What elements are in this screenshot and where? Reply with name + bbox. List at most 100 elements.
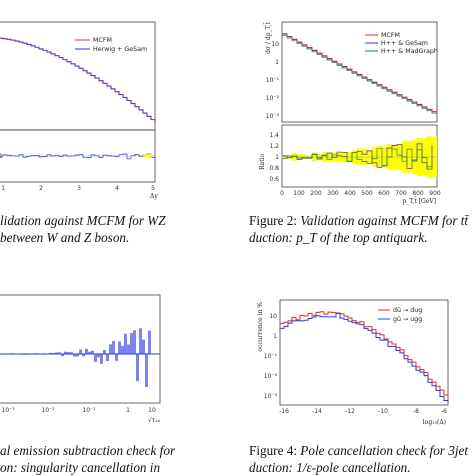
histogram-bin bbox=[133, 330, 136, 354]
x-tick: 10⁻³ bbox=[1, 407, 15, 414]
x-tick: -10 bbox=[378, 408, 388, 415]
legend-madgraph: H++ & MadGraph bbox=[381, 48, 438, 55]
caption-label: Figure 2: bbox=[249, 213, 300, 228]
x-tick: 400 bbox=[344, 190, 356, 197]
x-tick: 100 bbox=[293, 190, 305, 197]
x-axis-label: log₁₀(Δ) bbox=[423, 419, 446, 426]
ratio-tick: 1 bbox=[275, 154, 279, 161]
histogram-bin bbox=[124, 334, 127, 354]
histogram-bin bbox=[118, 342, 121, 354]
caption-line: lidation against MCFM for WZ bbox=[0, 213, 166, 228]
x-tick: 700 bbox=[395, 190, 407, 197]
histogram-bin bbox=[121, 346, 124, 354]
legend: MCFM H++ & GeSam H++ & MadGraph bbox=[365, 32, 438, 55]
ratio-tick: 1.2 bbox=[269, 143, 279, 150]
x-tick: 500 bbox=[361, 190, 373, 197]
y-axis-label: dσ / dp_T,t̄ bbox=[265, 21, 272, 53]
y-tick: 10⁻³ bbox=[264, 393, 278, 400]
caption-line: between W and Z boson. bbox=[0, 230, 129, 245]
x-axis-label: p_T,t̄ [GeV] bbox=[402, 198, 436, 205]
figure-1-plot: MCFM Herwig + GeSam 1 1 2 3 4 5 Δy bbox=[0, 0, 170, 200]
figure-2-caption: Figure 2: Validation against MCFM for tt… bbox=[249, 212, 468, 246]
y-tick: 10 bbox=[269, 313, 277, 320]
x-axis-ticks: 10⁻³ 10⁻² 10⁻¹ 1 10 bbox=[1, 407, 156, 414]
histogram-bin bbox=[103, 350, 106, 354]
histogram-bin bbox=[79, 349, 82, 354]
legend: MCFM Herwig + GeSam bbox=[75, 37, 147, 53]
caption-line: Validation against MCFM for tt̄ bbox=[300, 213, 468, 228]
x-tick: 1 bbox=[1, 185, 5, 192]
caption-line: duction: 1/ε-pole cancellation. bbox=[249, 460, 411, 475]
x-tick: 3 bbox=[77, 185, 81, 192]
figure-1-caption: lidation against MCFM for WZ between W a… bbox=[0, 212, 166, 246]
figure-3-caption: al emission subtraction check for on: si… bbox=[0, 442, 175, 476]
legend-mcfm: MCFM bbox=[93, 37, 112, 44]
ratio-y-ticks: 1.4 1.2 1 0.8 0.6 bbox=[269, 132, 279, 183]
y-tick: 1 bbox=[273, 333, 277, 340]
y-tick: 10⁻¹ bbox=[266, 77, 280, 84]
figure-3-plot: 10⁻³ 10⁻² 10⁻¹ 1 10 √τ₁₄ bbox=[0, 290, 170, 430]
main-frame bbox=[0, 22, 155, 130]
x-tick: 10⁻² bbox=[41, 407, 55, 414]
figure-4-caption: Figure 4: Pole cancellation check for 3j… bbox=[249, 442, 468, 476]
histogram-bin bbox=[145, 354, 148, 387]
figure-3-svg: 10⁻³ 10⁻² 10⁻¹ 1 10 √τ₁₄ bbox=[0, 290, 170, 430]
x-axis-ticks: -16 -14 -12 -10 -8 -6 bbox=[279, 408, 447, 415]
histogram-bin bbox=[94, 354, 97, 362]
histogram-bin bbox=[91, 351, 94, 354]
figure-1-svg: MCFM Herwig + GeSam 1 1 2 3 4 5 Δy bbox=[0, 0, 170, 200]
histogram-bin bbox=[100, 354, 103, 364]
histogram-bin bbox=[109, 344, 112, 354]
y-tick: 10 bbox=[271, 41, 279, 48]
histogram-bin bbox=[130, 333, 133, 354]
histogram-bin bbox=[148, 331, 151, 354]
legend-herwig: Herwig + GeSam bbox=[93, 46, 147, 53]
legend-gu: gū → ugg bbox=[393, 316, 422, 323]
x-tick: -8 bbox=[413, 408, 419, 415]
legend-mcfm: MCFM bbox=[381, 32, 400, 39]
x-tick: -16 bbox=[279, 408, 289, 415]
x-tick: 600 bbox=[378, 190, 390, 197]
figure-4-plot: occurrence in % 10 1 10⁻¹ 10⁻² 10⁻³ dū →… bbox=[250, 290, 474, 430]
figure-4-svg: occurrence in % 10 1 10⁻¹ 10⁻² 10⁻³ dū →… bbox=[250, 290, 474, 430]
legend-du: dū → dug bbox=[393, 307, 422, 314]
x-tick: 900 bbox=[429, 190, 441, 197]
x-axis-ticks: 0 100 200 300 400 500 600 700 800 900 bbox=[280, 190, 441, 197]
x-axis-label: √τ₁₄ bbox=[148, 417, 161, 424]
caption-line: duction: p_T of the top antiquark. bbox=[249, 230, 428, 245]
histogram-bin bbox=[112, 341, 115, 354]
histogram-bin bbox=[115, 354, 118, 361]
main-frame bbox=[282, 22, 437, 122]
y-tick: 10⁻³ bbox=[266, 113, 280, 120]
y-axis-label: occurrence in % bbox=[257, 302, 264, 352]
figure-2-svg: dσ / dp_T,t̄ 10 1 10⁻¹ 10⁻² 10⁻³ MCFM H+… bbox=[250, 0, 474, 205]
figure-2-plot: dσ / dp_T,t̄ 10 1 10⁻¹ 10⁻² 10⁻³ MCFM H+… bbox=[250, 0, 474, 205]
histogram-bin bbox=[139, 328, 142, 354]
ratio-tick: 0.8 bbox=[269, 165, 279, 172]
histogram-bin bbox=[142, 340, 145, 354]
legend: dū → dug gū → ugg bbox=[378, 307, 422, 323]
gu-distribution bbox=[280, 314, 448, 402]
x-tick: 300 bbox=[327, 190, 339, 197]
x-tick: 10⁻¹ bbox=[82, 407, 96, 414]
caption-line: al emission subtraction check for bbox=[0, 443, 175, 458]
x-tick: 0 bbox=[280, 190, 284, 197]
y-axis-ticks: 10 1 10⁻¹ 10⁻² 10⁻³ bbox=[264, 313, 278, 400]
histogram-bin bbox=[136, 354, 139, 381]
x-tick: 5 bbox=[151, 185, 155, 192]
histogram-bin bbox=[106, 354, 109, 361]
x-tick: 1 bbox=[126, 407, 130, 414]
ratio-tick: 1 bbox=[0, 153, 3, 160]
x-tick: -12 bbox=[345, 408, 355, 415]
subtraction-histogram bbox=[0, 328, 151, 387]
x-axis-ticks: 1 2 3 4 5 bbox=[1, 185, 155, 192]
x-tick: -6 bbox=[441, 408, 447, 415]
y-tick: 10⁻² bbox=[266, 95, 280, 102]
ratio-line bbox=[0, 154, 155, 159]
ratio-tick: 1.4 bbox=[269, 132, 279, 139]
x-axis-label: Δy bbox=[150, 193, 158, 200]
x-tick: 2 bbox=[39, 185, 43, 192]
histogram-bin bbox=[97, 354, 100, 357]
x-tick: 10 bbox=[148, 407, 156, 414]
caption-line: Pole cancellation check for 3jet bbox=[300, 443, 468, 458]
